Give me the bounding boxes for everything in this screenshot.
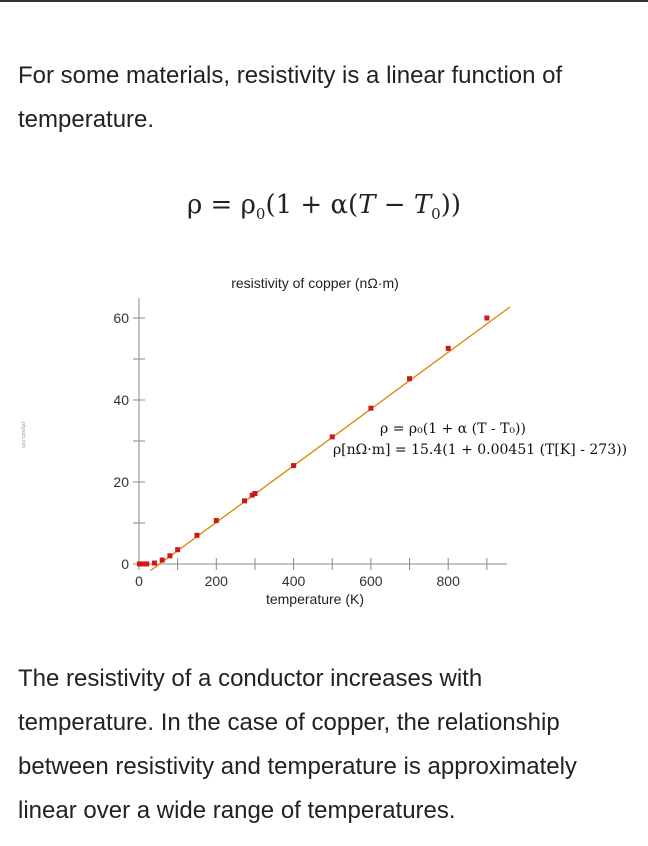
data-point <box>291 463 297 469</box>
data-point <box>445 345 451 351</box>
x-tick-label: 800 <box>437 573 461 589</box>
data-point <box>151 560 157 566</box>
intro-paragraph: For some materials, resistivity is a lin… <box>18 62 563 133</box>
top-divider <box>0 0 648 2</box>
y-tick-label: 60 <box>113 310 129 326</box>
resistivity-chart: resistivity of copper (nΩ·m) physics.inf… <box>20 275 627 607</box>
data-point <box>484 315 490 321</box>
data-point <box>329 434 335 440</box>
resistivity-formula: ρ = ρ0(1 + α(T − T0)) <box>0 190 648 223</box>
x-tick-label: 400 <box>282 573 306 589</box>
x-axis-label: temperature (K) <box>266 591 364 607</box>
chart-title: resistivity of copper (nΩ·m) <box>231 275 399 291</box>
x-tick-label: 200 <box>205 573 229 589</box>
formula-var-t0: T <box>413 190 432 220</box>
annotation-formula: ρ = ρ₀(1 + α (T - T₀)) <box>380 421 526 437</box>
outro-paragraph: The resistivity of a conductor increases… <box>18 665 577 824</box>
y-tick-label: 20 <box>113 474 129 490</box>
formula-end: )) <box>440 190 461 220</box>
y-tick-label: 40 <box>113 392 129 408</box>
data-point <box>407 376 413 382</box>
formula-lhs: ρ = ρ <box>187 190 256 220</box>
formula-minus: − <box>375 190 414 220</box>
watermark-text: physics.info <box>20 422 26 448</box>
y-tick-label: 0 <box>121 556 129 572</box>
formula-var-t: T <box>358 190 376 220</box>
data-point <box>140 561 146 567</box>
formula-mid: (1 + α( <box>265 190 359 220</box>
x-tick-label: 0 <box>135 573 143 589</box>
data-point <box>159 557 165 563</box>
data-point <box>144 561 150 567</box>
data-point <box>213 518 219 524</box>
chart-axes: 0 200 400 600 800 0 20 40 60 <box>113 298 507 589</box>
x-tick-label: 600 <box>359 573 383 589</box>
data-point <box>249 492 255 498</box>
data-points-group <box>136 315 490 567</box>
data-point <box>242 498 248 504</box>
data-point <box>175 547 181 553</box>
data-point <box>136 561 142 567</box>
formula-sub-rho: 0 <box>255 205 266 224</box>
data-point <box>194 532 200 538</box>
annotation-copper-fit: ρ[nΩ·m] = 15.4(1 + 0.00451 (T[K] - 273)) <box>333 442 627 458</box>
data-point <box>252 490 258 496</box>
data-point <box>167 553 173 559</box>
data-point <box>368 405 374 411</box>
formula-sub-t: 0 <box>431 205 441 224</box>
